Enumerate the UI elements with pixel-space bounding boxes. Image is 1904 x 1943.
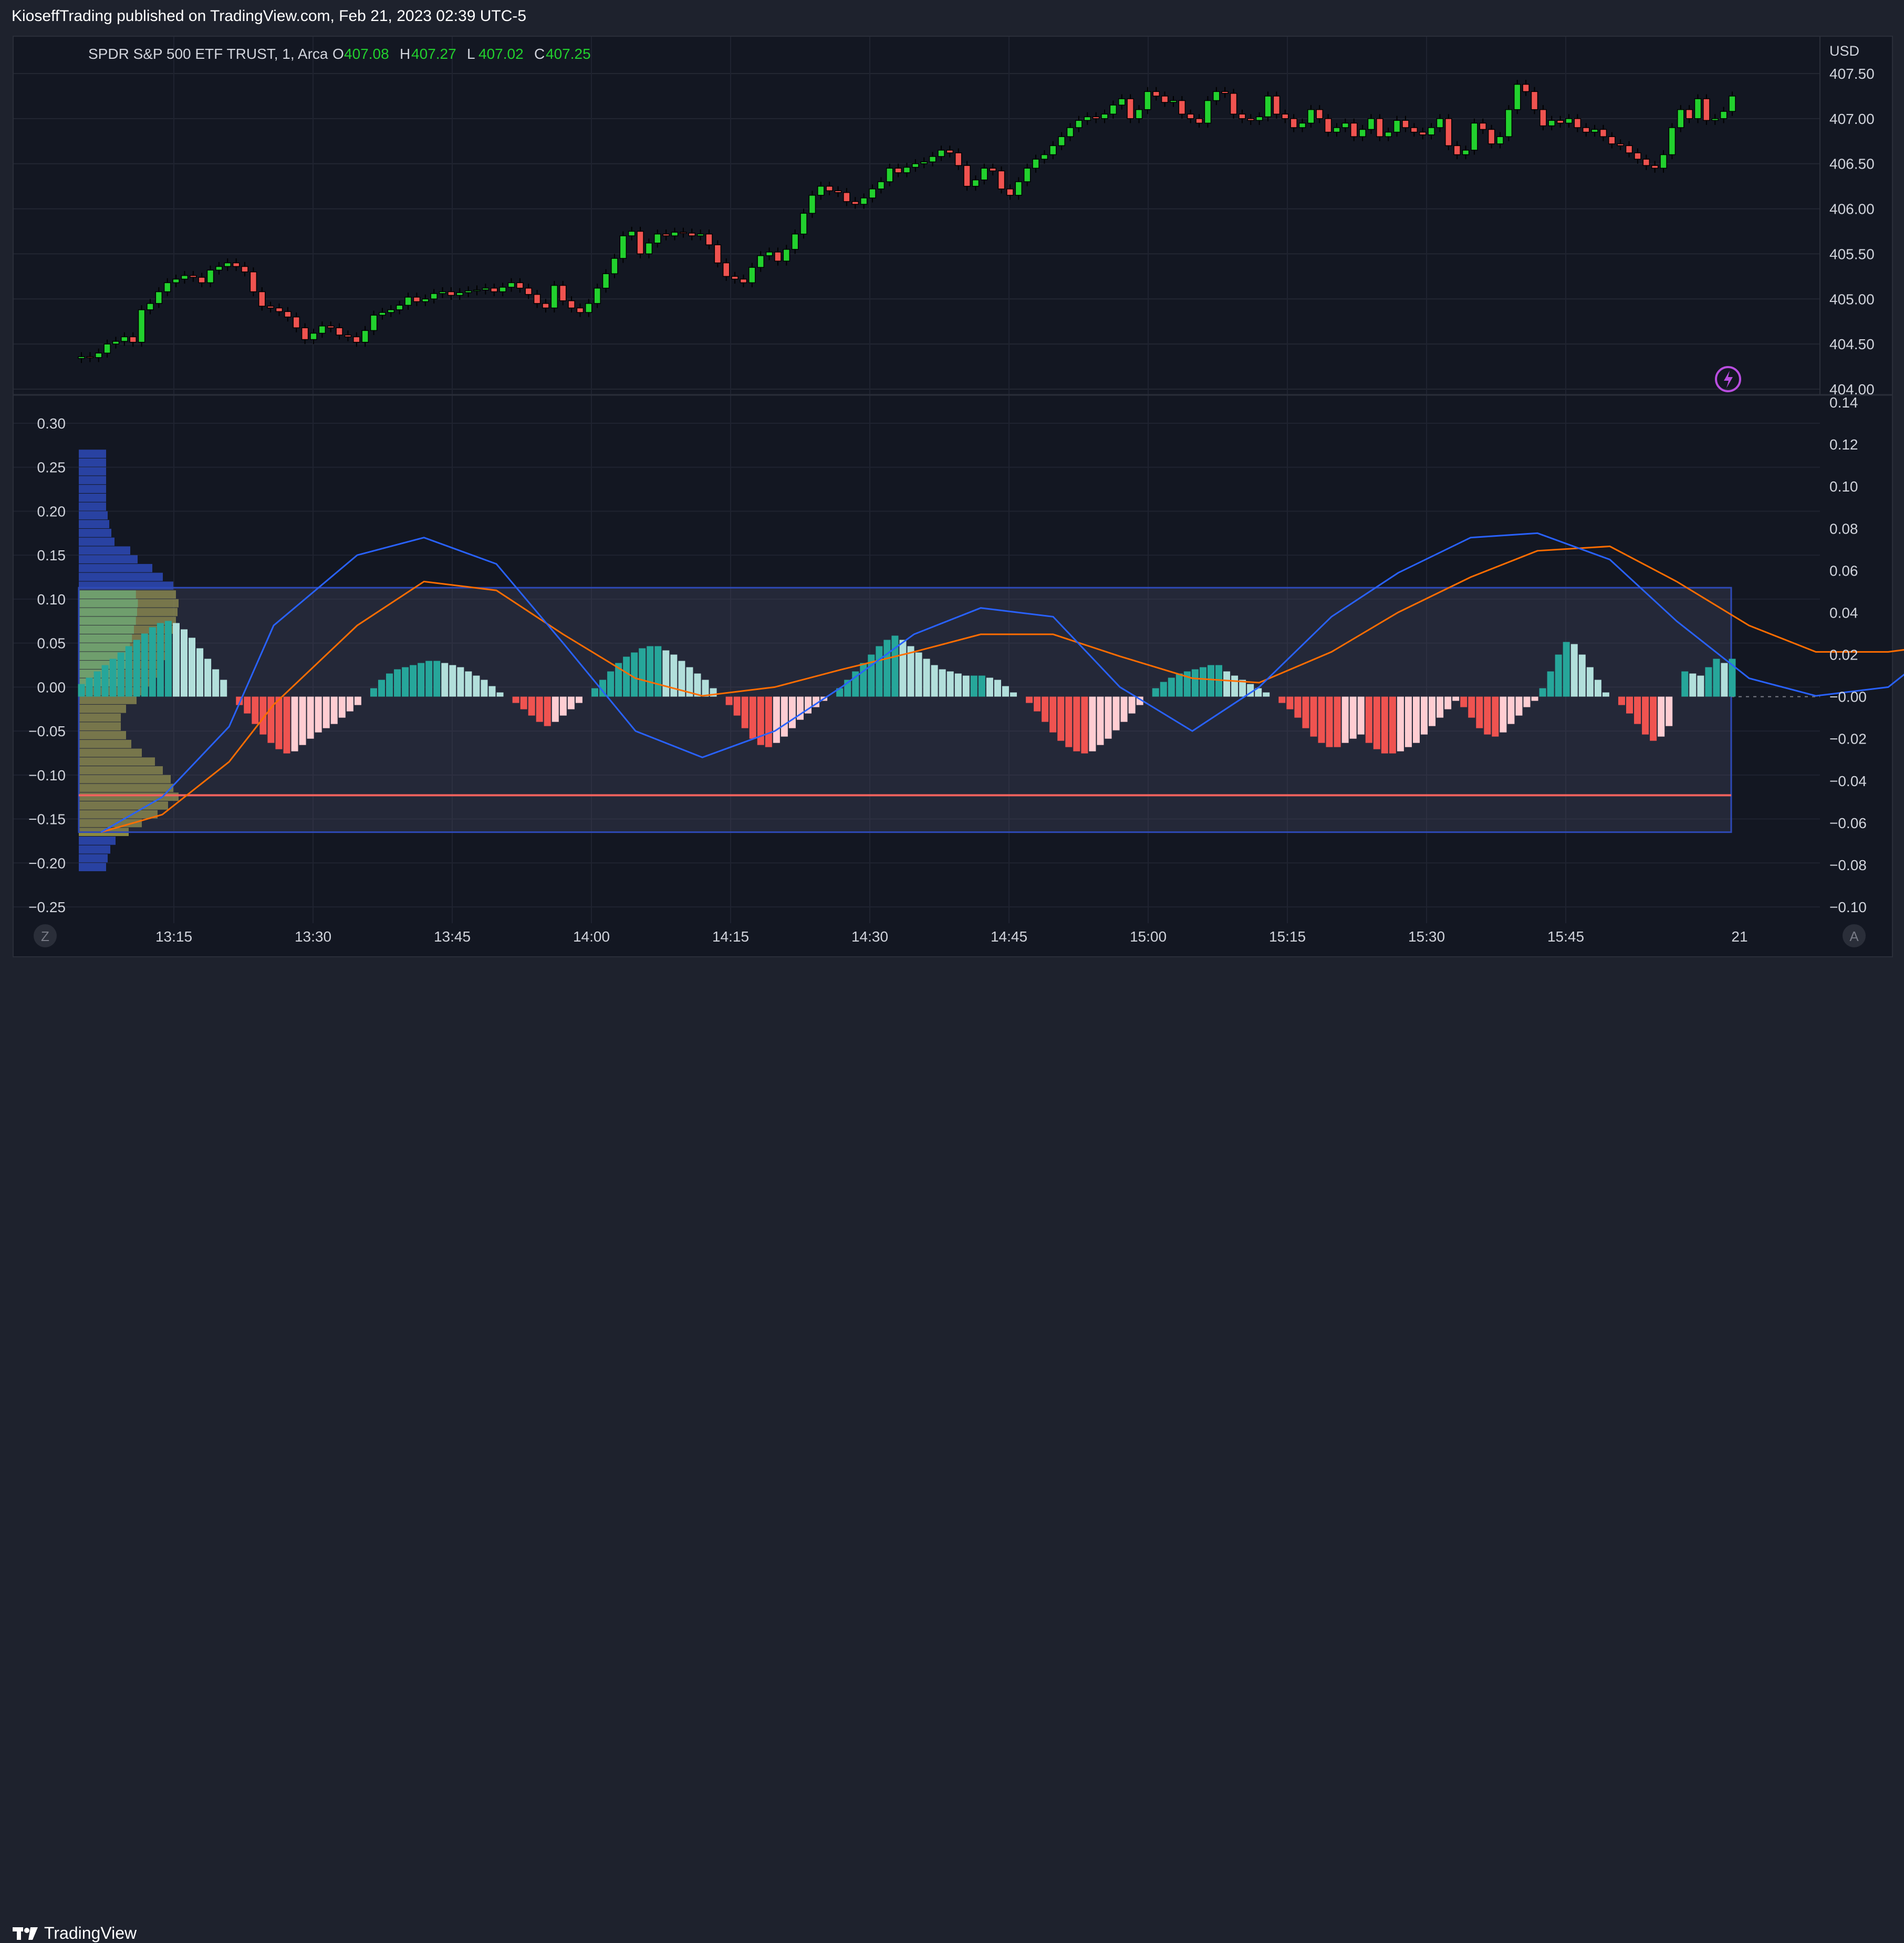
tradingview-logo-icon [13,1927,38,1940]
publish-bar: KioseffTrading published on TradingView.… [0,0,1904,36]
tradingview-brand: TradingView [44,1924,137,1942]
publish-line: KioseffTrading published on TradingView.… [12,7,527,25]
chart-frame[interactable] [13,36,1893,957]
footer: TradingView [0,957,1904,1942]
tradingview-logo[interactable]: TradingView [13,1924,137,1943]
